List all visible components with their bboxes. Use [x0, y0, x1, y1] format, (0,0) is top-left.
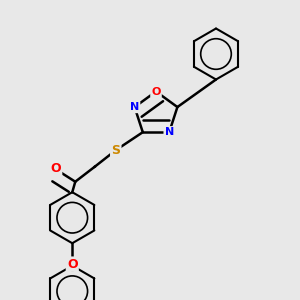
- Text: N: N: [130, 102, 139, 112]
- Text: O: O: [67, 258, 78, 271]
- Text: O: O: [50, 162, 61, 175]
- Text: O: O: [151, 86, 161, 97]
- Text: S: S: [111, 144, 120, 157]
- Text: N: N: [165, 127, 174, 137]
